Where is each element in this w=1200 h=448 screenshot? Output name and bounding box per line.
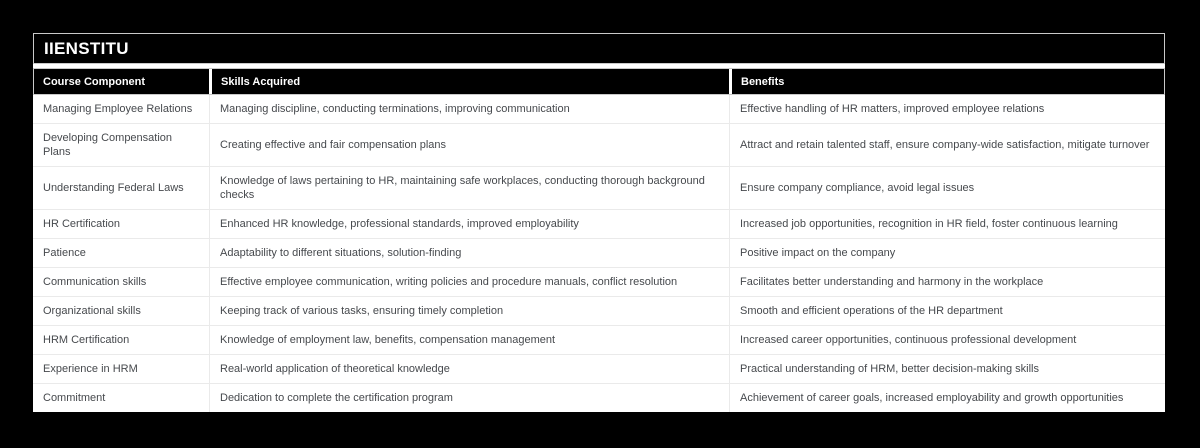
cell-benefits-text: Ensure company compliance, avoid legal i… — [740, 182, 975, 194]
cell-component: Understanding Federal Laws — [33, 167, 210, 209]
cell-skills-text: Adaptability to different situations, so… — [220, 247, 462, 259]
cell-benefits: Increased job opportunities, recognition… — [730, 210, 1165, 238]
cell-skills-text: Effective employee communication, writin… — [220, 276, 678, 288]
table-row: Managing Employee Relations Managing dis… — [33, 95, 1165, 124]
table-row: Communication skills Effective employee … — [33, 268, 1165, 297]
cell-component: Developing Compensation Plans — [33, 124, 210, 166]
cell-component: Communication skills — [33, 268, 210, 296]
brand-title-bar: IIENSTITU — [33, 33, 1165, 64]
cell-benefits-text: Achievement of career goals, increased e… — [740, 392, 1124, 404]
cell-skills: Creating effective and fair compensation… — [210, 124, 730, 166]
cell-component-text: Organizational skills — [43, 305, 141, 317]
cell-skills: Keeping track of various tasks, ensuring… — [210, 297, 730, 325]
cell-component-text: Developing Compensation Plans — [43, 132, 173, 158]
cell-component: Organizational skills — [33, 297, 210, 325]
cell-skills-text: Enhanced HR knowledge, professional stan… — [220, 218, 579, 230]
table-row: HR Certification Enhanced HR knowledge, … — [33, 210, 1165, 239]
table-row: Experience in HRM Real-world application… — [33, 355, 1165, 384]
table-row: HRM Certification Knowledge of employmen… — [33, 326, 1165, 355]
column-header-course-component: Course Component — [34, 69, 209, 94]
table-row: Organizational skills Keeping track of v… — [33, 297, 1165, 326]
cell-skills: Real-world application of theoretical kn… — [210, 355, 730, 383]
cell-component-text: HRM Certification — [43, 334, 130, 346]
cell-component-text: HR Certification — [43, 218, 121, 230]
cell-benefits-text: Attract and retain talented staff, ensur… — [740, 139, 1150, 151]
cell-skills: Effective employee communication, writin… — [210, 268, 730, 296]
cell-benefits: Facilitates better understanding and har… — [730, 268, 1165, 296]
cell-benefits-text: Increased job opportunities, recognition… — [740, 218, 1118, 230]
cell-skills-text: Knowledge of laws pertaining to HR, main… — [220, 175, 705, 201]
cell-skills: Knowledge of laws pertaining to HR, main… — [210, 167, 730, 209]
cell-benefits: Achievement of career goals, increased e… — [730, 384, 1165, 412]
cell-benefits: Practical understanding of HRM, better d… — [730, 355, 1165, 383]
cell-skills: Adaptability to different situations, so… — [210, 239, 730, 267]
cell-component: Managing Employee Relations — [33, 95, 210, 123]
cell-component-text: Commitment — [43, 392, 106, 404]
table-row: Patience Adaptability to different situa… — [33, 239, 1165, 268]
content-panel: IIENSTITU Course Component Skills Acquir… — [33, 33, 1165, 412]
cell-benefits: Effective handling of HR matters, improv… — [730, 95, 1165, 123]
cell-component: Commitment — [33, 384, 210, 412]
table-row: Commitment Dedication to complete the ce… — [33, 384, 1165, 412]
cell-benefits-text: Practical understanding of HRM, better d… — [740, 363, 1039, 375]
column-header-benefits: Benefits — [732, 69, 1164, 94]
cell-component: HRM Certification — [33, 326, 210, 354]
column-header-skills-acquired: Skills Acquired — [212, 69, 729, 94]
cell-component: HR Certification — [33, 210, 210, 238]
cell-benefits-text: Increased career opportunities, continuo… — [740, 334, 1077, 346]
cell-component-text: Communication skills — [43, 276, 147, 288]
cell-benefits-text: Positive impact on the company — [740, 247, 896, 259]
cell-component-text: Experience in HRM — [43, 363, 138, 375]
cell-component: Patience — [33, 239, 210, 267]
cell-benefits: Increased career opportunities, continuo… — [730, 326, 1165, 354]
cell-skills-text: Knowledge of employment law, benefits, c… — [220, 334, 556, 346]
cell-skills-text: Dedication to complete the certification… — [220, 392, 453, 404]
cell-benefits-text: Smooth and efficient operations of the H… — [740, 305, 1003, 317]
cell-skills: Dedication to complete the certification… — [210, 384, 730, 412]
cell-benefits: Attract and retain talented staff, ensur… — [730, 124, 1165, 166]
cell-benefits: Ensure company compliance, avoid legal i… — [730, 167, 1165, 209]
brand-title: IIENSTITU — [44, 38, 129, 58]
cell-benefits-text: Effective handling of HR matters, improv… — [740, 103, 1045, 115]
cell-skills-text: Creating effective and fair compensation… — [220, 139, 447, 151]
cell-component-text: Patience — [43, 247, 86, 259]
cell-skills: Enhanced HR knowledge, professional stan… — [210, 210, 730, 238]
cell-skills: Knowledge of employment law, benefits, c… — [210, 326, 730, 354]
cell-benefits: Smooth and efficient operations of the H… — [730, 297, 1165, 325]
cell-skills-text: Managing discipline, conducting terminat… — [220, 103, 570, 115]
cell-skills-text: Keeping track of various tasks, ensuring… — [220, 305, 504, 317]
cell-skills: Managing discipline, conducting terminat… — [210, 95, 730, 123]
cell-benefits: Positive impact on the company — [730, 239, 1165, 267]
table-row: Understanding Federal Laws Knowledge of … — [33, 167, 1165, 210]
table-body: Managing Employee Relations Managing dis… — [33, 95, 1165, 412]
table-row: Developing Compensation Plans Creating e… — [33, 124, 1165, 167]
cell-component-text: Managing Employee Relations — [43, 103, 193, 115]
cell-benefits-text: Facilitates better understanding and har… — [740, 276, 1044, 288]
cell-component: Experience in HRM — [33, 355, 210, 383]
table-header-row: Course Component Skills Acquired Benefit… — [33, 68, 1165, 95]
cell-component-text: Understanding Federal Laws — [43, 182, 184, 194]
cell-skills-text: Real-world application of theoretical kn… — [220, 363, 450, 375]
